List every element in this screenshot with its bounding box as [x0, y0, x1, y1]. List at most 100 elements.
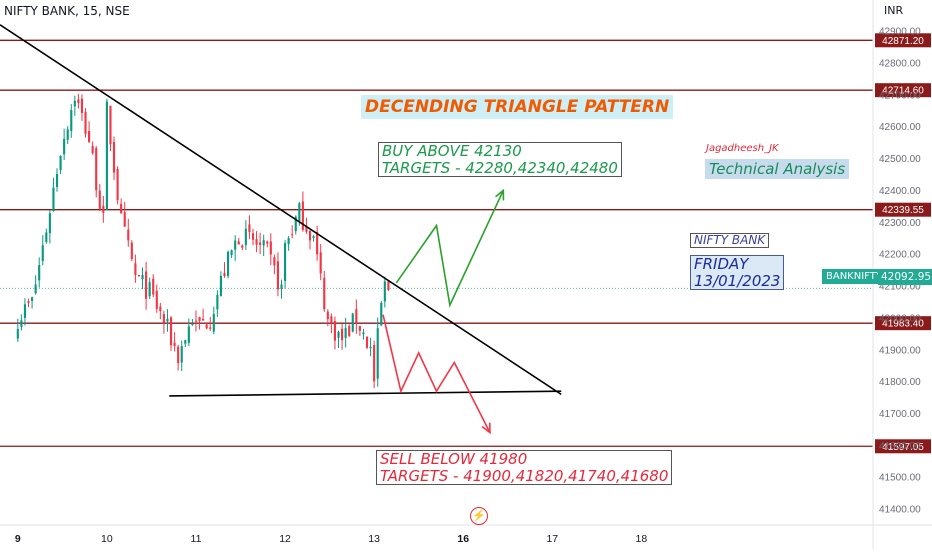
- candle-body: [273, 257, 276, 266]
- candle-body: [198, 316, 201, 322]
- candle-body: [152, 278, 155, 295]
- candle-body: [31, 297, 34, 302]
- candle-body: [241, 245, 244, 248]
- level-price-label: 42871.20: [882, 36, 924, 47]
- candle-body: [212, 314, 215, 332]
- buy-annotation-box: BUY ABOVE 42130 TARGETS - 42280,42340,42…: [378, 142, 622, 177]
- sell-arrow: [382, 314, 491, 433]
- y-tick-label: 41900.00: [879, 345, 921, 356]
- candle-body: [91, 145, 94, 154]
- flash-icon[interactable]: ⚡: [470, 507, 488, 525]
- currency-label: INR: [884, 4, 904, 17]
- candle-body: [312, 236, 315, 239]
- candle-body: [134, 263, 137, 276]
- candle-body: [184, 340, 187, 344]
- candle-body: [63, 138, 66, 155]
- x-tick-label: 16: [457, 533, 469, 545]
- x-tick-label: 10: [101, 533, 113, 545]
- candle-body: [70, 110, 73, 131]
- candle-body: [27, 301, 30, 303]
- candle-body: [88, 131, 91, 142]
- candle-body: [77, 99, 80, 103]
- candle-body: [387, 281, 390, 291]
- candle-body: [216, 294, 219, 310]
- buy-arrow: [395, 190, 505, 308]
- level-price-label: 41983.40: [882, 319, 924, 330]
- candle-body: [166, 318, 169, 322]
- y-tick-label: 42300.00: [879, 218, 921, 229]
- candle-body: [95, 148, 98, 191]
- candle-body: [187, 326, 190, 343]
- candle-body: [20, 320, 23, 327]
- candle-body: [330, 316, 333, 323]
- candle-body: [209, 327, 212, 329]
- y-tick-label: 42000.00: [879, 313, 921, 324]
- date-label: 13/01/2023: [694, 271, 781, 290]
- candle-body: [180, 346, 183, 363]
- y-tick-label: 42700.00: [879, 90, 921, 101]
- candle-body: [55, 173, 59, 187]
- candle-body: [159, 306, 162, 312]
- sell-text-line2: TARGETS - 41900,41820,41740,41680: [380, 466, 669, 485]
- y-tick-label: 42800.00: [879, 58, 921, 69]
- candle-body: [323, 277, 326, 310]
- candle-body: [269, 241, 272, 255]
- candle-body: [41, 245, 44, 262]
- candle-body: [266, 241, 269, 244]
- candle-body: [298, 203, 301, 222]
- candle-body: [137, 275, 141, 277]
- candle-body: [248, 224, 251, 232]
- candle-body: [66, 129, 69, 140]
- trend-line: [0, 24, 562, 396]
- candle-body: [230, 250, 233, 255]
- candle-body: [141, 275, 144, 280]
- level-price-tag: [875, 439, 931, 454]
- level-price-tag: [875, 33, 931, 48]
- x-tick-label: 9: [15, 533, 21, 545]
- candle-body: [358, 326, 361, 331]
- candle-body: [291, 234, 294, 236]
- y-tick-label: 41400.00: [879, 505, 921, 516]
- author-label: Jagadheesh_JK: [706, 143, 779, 154]
- candle-body: [383, 281, 386, 302]
- x-tick-label: 13: [368, 533, 380, 545]
- candle-body: [237, 241, 240, 245]
- pattern-title: DECENDING TRIANGLE PATTERN: [361, 95, 674, 119]
- candle-body: [169, 317, 173, 346]
- candle-body: [341, 328, 344, 341]
- candle-body: [355, 309, 358, 324]
- candle-body: [276, 261, 280, 290]
- candle-body: [155, 290, 158, 309]
- candle-body: [105, 101, 108, 211]
- level-price-tag: [875, 316, 931, 331]
- y-tick-label: 41700.00: [879, 409, 921, 420]
- candle-body: [52, 187, 55, 212]
- candle-body: [145, 271, 148, 299]
- candle-body: [59, 155, 62, 171]
- candle-body: [148, 282, 151, 297]
- candle-body: [84, 112, 87, 134]
- sell-annotation-box: SELL BELOW 41980 TARGETS - 41900,41820,4…: [376, 450, 673, 485]
- candle-body: [202, 318, 205, 321]
- buy-arrow-head: [495, 188, 505, 201]
- y-tick-label: 42200.00: [879, 250, 921, 261]
- y-tick-label: 41600.00: [879, 441, 921, 452]
- candle-body: [373, 344, 376, 382]
- y-tick-label: 42600.00: [879, 122, 921, 133]
- candle-body: [376, 328, 379, 379]
- candle-body: [38, 265, 41, 281]
- candle-body: [348, 326, 351, 336]
- level-price-label: 42339.55: [882, 205, 924, 216]
- candle-body: [234, 240, 237, 250]
- candle-body: [251, 233, 255, 240]
- candle-body: [205, 324, 208, 329]
- candle-body: [219, 275, 222, 296]
- candle-body: [48, 213, 51, 234]
- candle-body: [326, 311, 329, 320]
- candle-body: [102, 205, 105, 213]
- y-tick-label: 41500.00: [879, 473, 921, 484]
- level-price-tag: [875, 202, 931, 217]
- candle-body: [280, 284, 283, 289]
- y-tick-label: 41800.00: [879, 377, 921, 388]
- candle-body: [287, 238, 290, 245]
